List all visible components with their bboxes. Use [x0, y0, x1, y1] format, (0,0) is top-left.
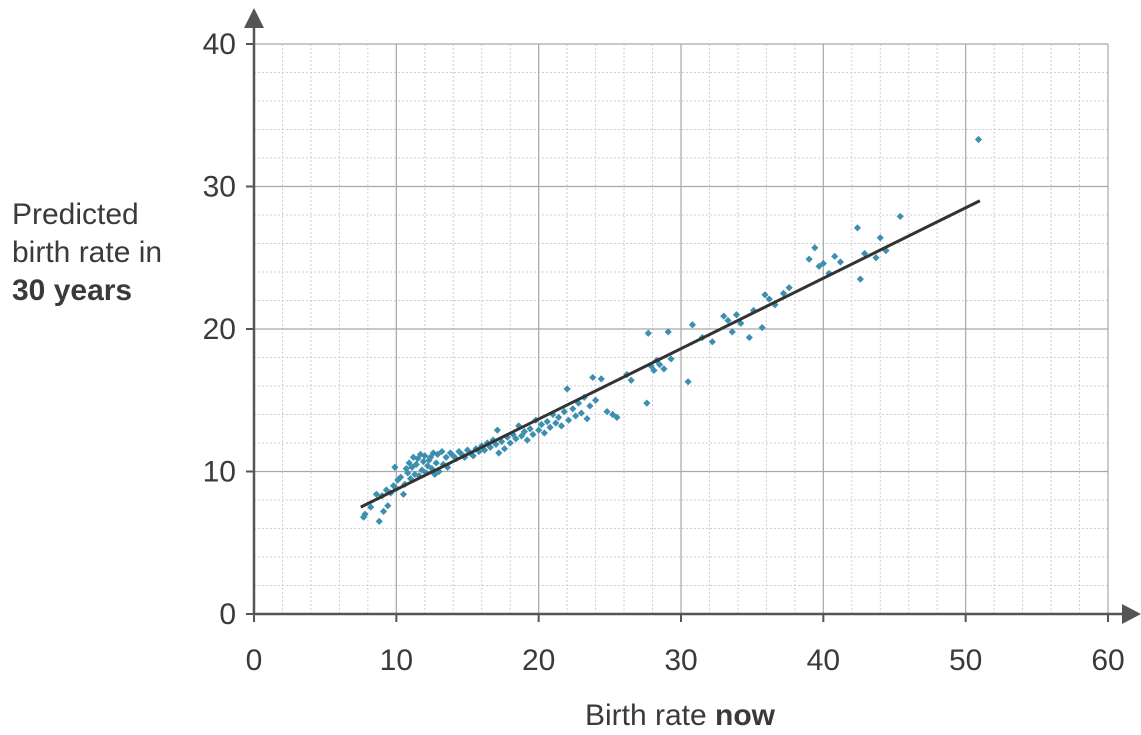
y-axis-title-line2: birth rate in: [12, 234, 162, 272]
data-point: [685, 378, 692, 385]
tick-labels: 0 10 20 30 40 50 60 0 10 20 30 40: [203, 28, 1125, 677]
data-point: [586, 402, 593, 409]
data-point: [380, 508, 387, 515]
y-tick-label: 40: [203, 28, 236, 61]
data-point: [592, 397, 599, 404]
data-point: [628, 377, 635, 384]
data-point: [564, 385, 571, 392]
y-axis-title-line3: 30 years: [12, 272, 162, 310]
axes: [244, 8, 1141, 624]
x-tick-label: 0: [246, 644, 263, 677]
data-point: [689, 321, 696, 328]
x-tick-label: 10: [380, 644, 413, 677]
x-tick-label: 40: [807, 644, 840, 677]
data-point: [831, 253, 838, 260]
x-axis-title-bold: now: [715, 699, 775, 732]
data-point: [746, 334, 753, 341]
data-point: [495, 449, 502, 456]
data-point: [384, 502, 391, 509]
data-point: [433, 459, 440, 466]
data-point: [589, 374, 596, 381]
data-point: [583, 415, 590, 422]
data-point: [565, 417, 572, 424]
x-tick-label: 20: [522, 644, 555, 677]
data-point: [811, 244, 818, 251]
y-axis-arrow-icon: [244, 8, 264, 28]
data-point: [806, 256, 813, 263]
y-tick-label: 30: [203, 171, 236, 204]
y-axis-title: Predicted birth rate in 30 years: [12, 196, 162, 310]
data-point: [524, 437, 531, 444]
x-axis-arrow-icon: [1122, 604, 1141, 624]
data-point: [786, 284, 793, 291]
data-point: [643, 400, 650, 407]
x-tick-label: 60: [1091, 644, 1124, 677]
y-tick-label: 10: [203, 456, 236, 489]
data-point: [759, 324, 766, 331]
x-axis-title-normal: Birth rate: [585, 699, 715, 732]
data-point: [376, 518, 383, 525]
data-point: [645, 330, 652, 337]
data-point: [837, 258, 844, 265]
y-axis-title-line1: Predicted: [12, 196, 162, 234]
y-tick-label: 0: [219, 598, 236, 631]
data-point: [872, 254, 879, 261]
data-point: [854, 224, 861, 231]
data-point: [501, 445, 508, 452]
data-point: [733, 311, 740, 318]
data-point: [494, 427, 501, 434]
x-axis-title: Birth rate now: [0, 698, 1141, 734]
data-point: [569, 405, 576, 412]
x-tick-label: 50: [949, 644, 982, 677]
data-point: [857, 276, 864, 283]
data-point: [400, 491, 407, 498]
data-point: [877, 234, 884, 241]
data-point: [598, 375, 605, 382]
x-tick-label: 30: [664, 644, 697, 677]
data-points: [360, 136, 982, 525]
data-point: [391, 464, 398, 471]
y-tick-label: 20: [203, 313, 236, 346]
data-point: [975, 136, 982, 143]
data-point: [897, 213, 904, 220]
